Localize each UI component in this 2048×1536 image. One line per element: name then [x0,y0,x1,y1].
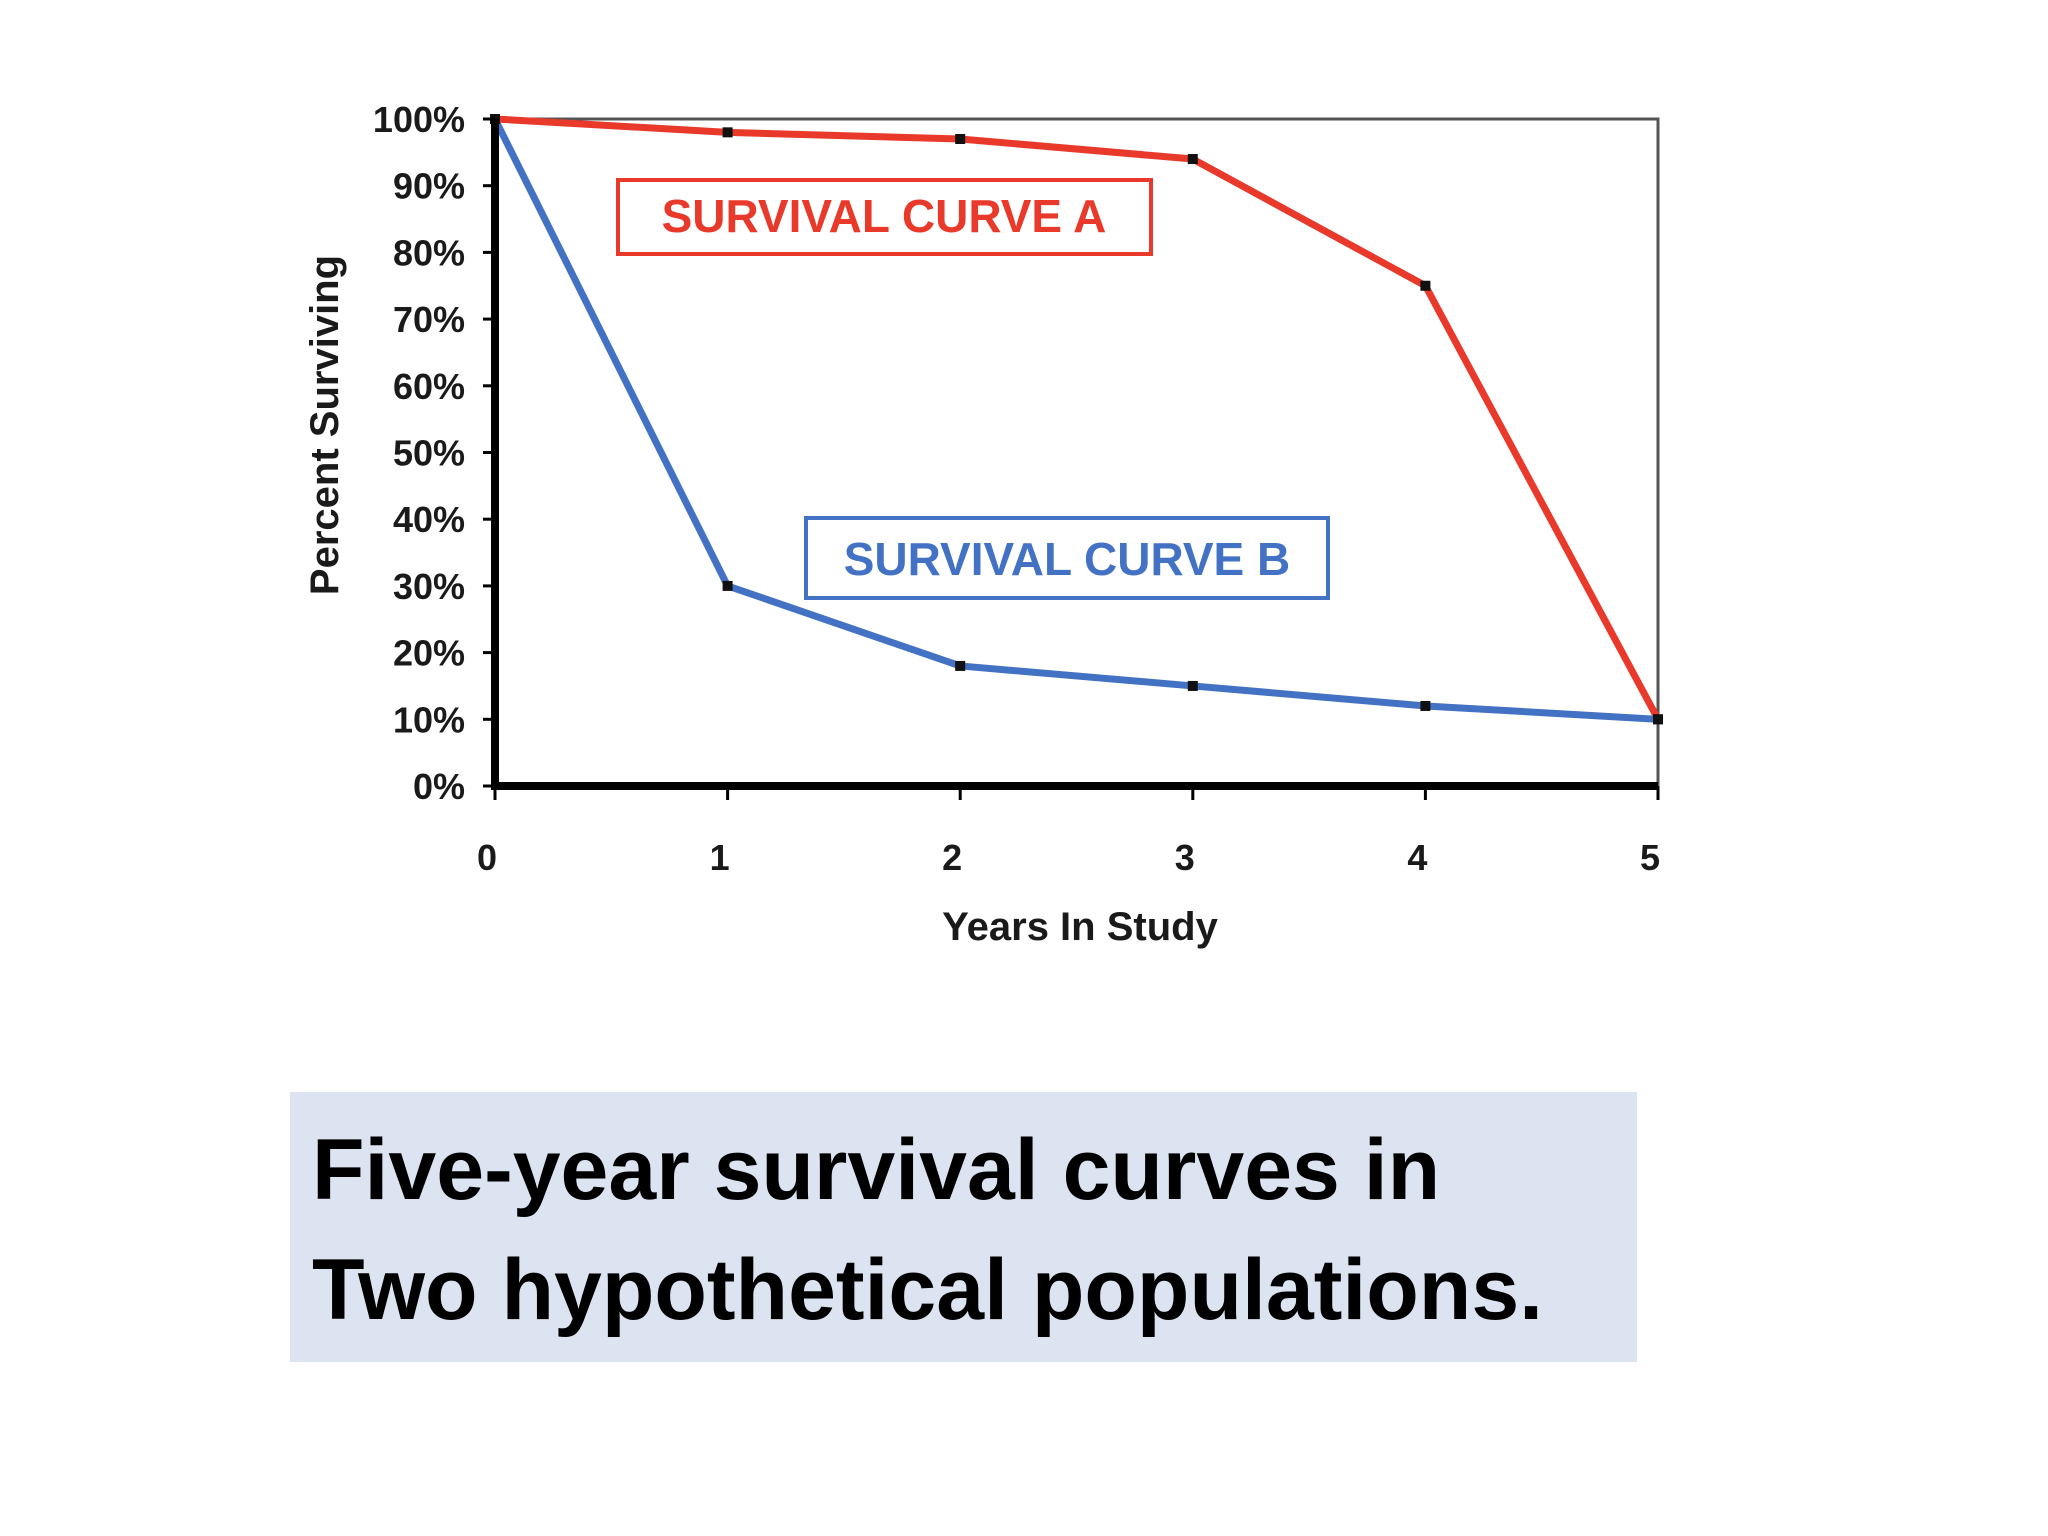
y-tick-label: 40% [393,499,465,540]
caption-box: Five-year survival curves in Two hypothe… [290,1092,1637,1362]
x-tick-label: 4 [1407,837,1427,878]
series-a-point [1187,154,1198,165]
y-tick-label: 0% [413,766,465,807]
curve-b-label: SURVIVAL CURVE B [844,533,1290,585]
y-tick-label: 30% [393,566,465,607]
series-b-point [1187,680,1198,691]
series-a-point [722,127,733,138]
caption-line-2: Two hypothetical populations. [312,1242,1544,1338]
series-line-b [491,115,1662,723]
series-a-point [955,134,966,145]
y-tick-label: 90% [393,166,465,207]
y-tick-label: 60% [393,366,465,407]
y-tick-label: 50% [393,433,465,474]
caption-line-1: Five-year survival curves in [312,1122,1441,1218]
y-axis-title: Percent Surviving [303,255,347,595]
series-a-point [1420,280,1431,291]
curve-a-label: SURVIVAL CURVE A [662,190,1107,242]
series-b-point [722,580,733,591]
x-tick-label: 0 [477,837,497,878]
y-tick-label: 80% [393,232,465,273]
x-tick-label: 3 [1175,837,1195,878]
series-b-point [1420,700,1431,711]
x-tick-label: 5 [1640,837,1660,878]
series-b-point [955,660,966,671]
y-tick-label: 100% [373,99,465,140]
curve-b-label-box [804,516,1330,600]
x-tick-label: 1 [710,837,730,878]
curve-a-label-box [616,178,1153,256]
series-line-a [491,115,1662,723]
y-tick-label: 70% [393,299,465,340]
x-axis-title: Years In Study [942,905,1218,949]
x-tick-label: 2 [942,837,962,878]
y-tick-label: 10% [393,699,465,740]
series-b-point [1653,714,1663,725]
y-tick-label: 20% [393,633,465,674]
